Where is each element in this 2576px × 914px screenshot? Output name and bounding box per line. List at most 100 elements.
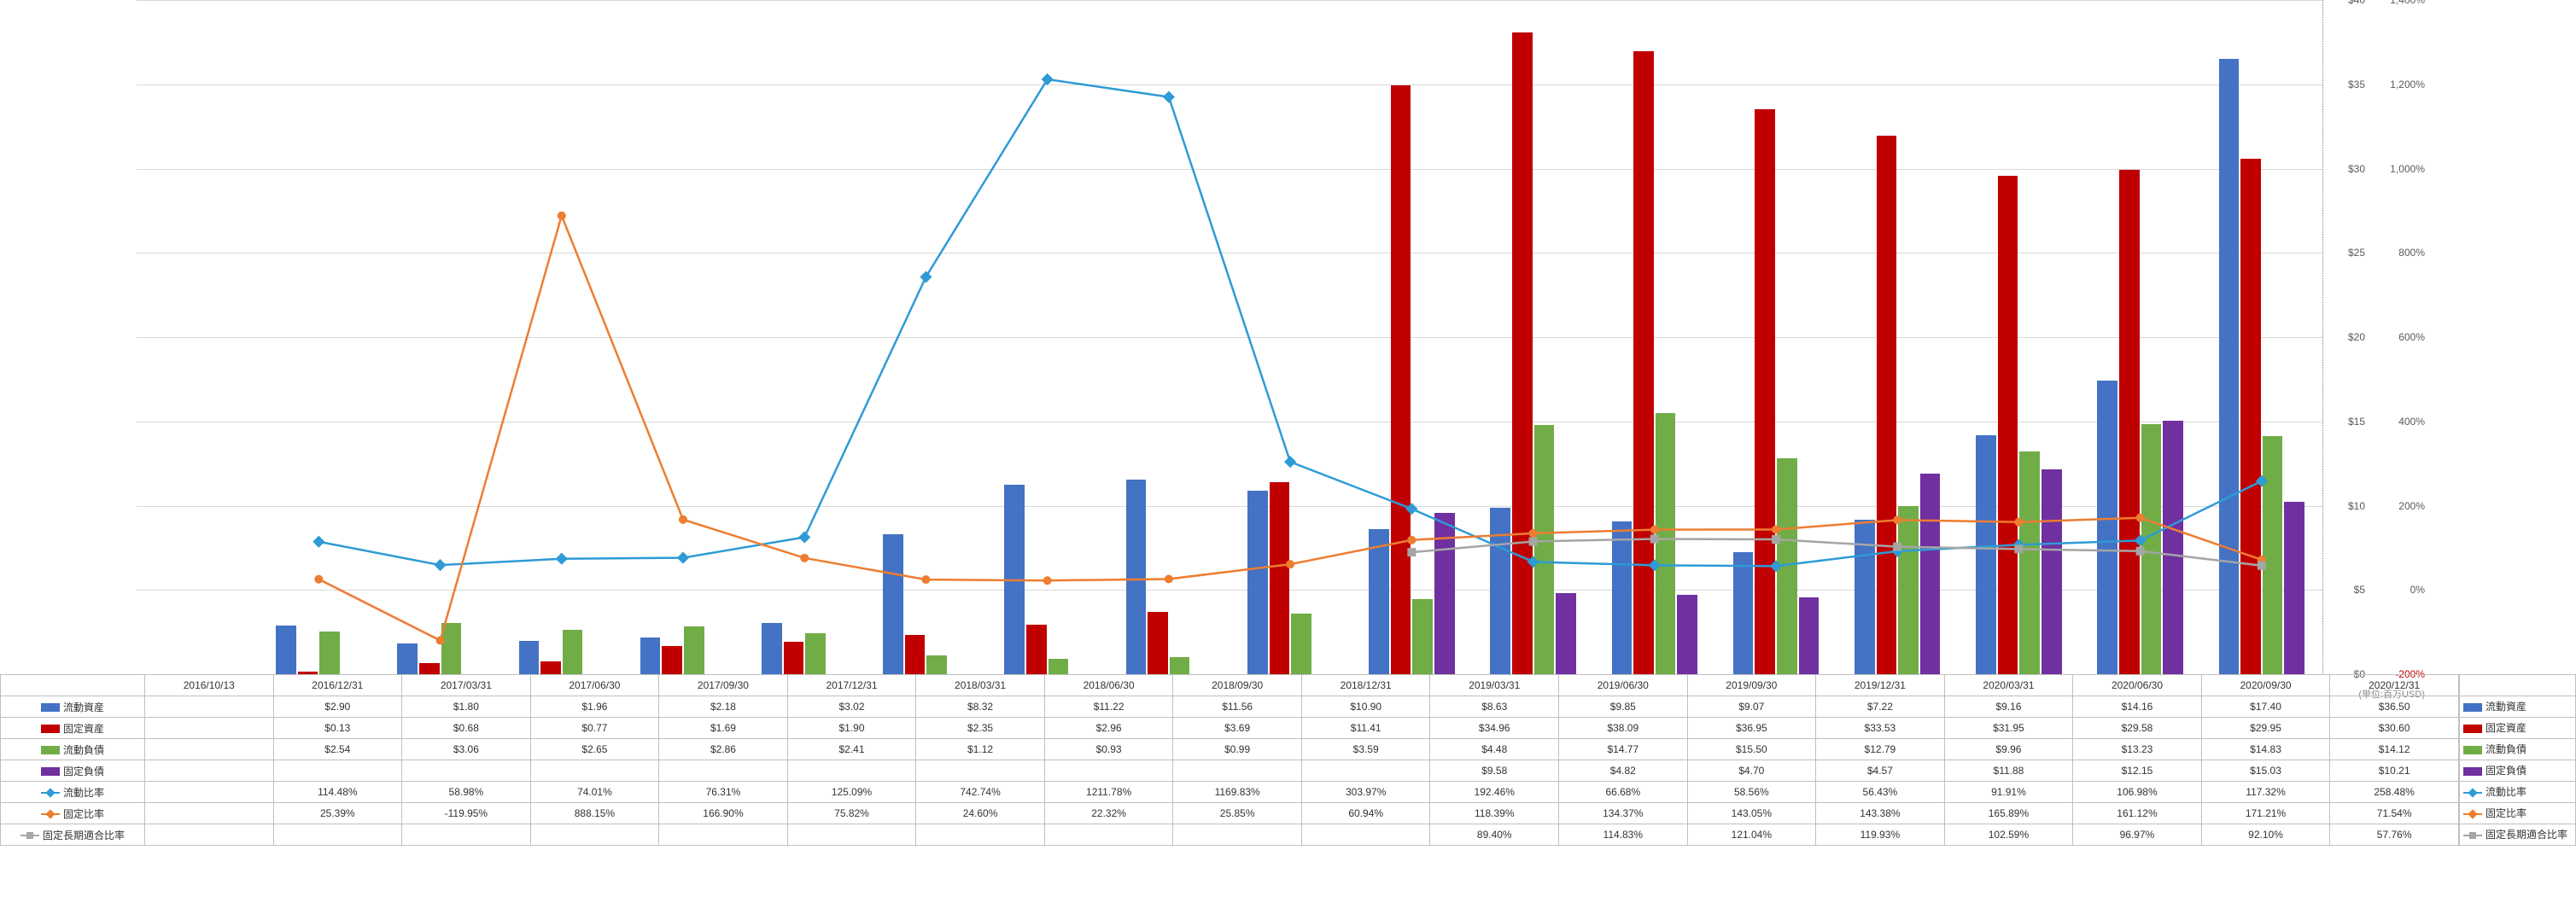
cell: $2.65 xyxy=(530,739,659,760)
cell: $2.35 xyxy=(916,718,1045,739)
bar-流動負債 xyxy=(684,626,704,674)
bar-固定資産 xyxy=(1270,482,1290,674)
cell: 192.46% xyxy=(1430,782,1559,803)
cell: $12.79 xyxy=(1816,739,1945,760)
cell: $15.50 xyxy=(1687,739,1816,760)
cell xyxy=(1301,760,1430,782)
cell: 91.91% xyxy=(1944,782,2073,803)
cell xyxy=(1044,760,1173,782)
right-legend: 流動資産固定資産流動負債固定負債流動比率固定比率固定長期適合比率 xyxy=(2459,674,2576,846)
cell: 22.32% xyxy=(1044,803,1173,824)
cell: $36.50 xyxy=(2330,696,2459,718)
cell: 119.93% xyxy=(1816,824,1945,846)
cell: 143.38% xyxy=(1816,803,1945,824)
cell: $3.59 xyxy=(1301,739,1430,760)
cell xyxy=(145,718,274,739)
bar-流動資産 xyxy=(640,637,661,674)
cell xyxy=(1173,760,1302,782)
cell xyxy=(402,824,531,846)
col-header: 2018/03/31 xyxy=(916,675,1045,696)
cell: $2.90 xyxy=(273,696,402,718)
category-slot xyxy=(501,0,622,674)
bar-流動資産 xyxy=(1126,480,1147,674)
bar-流動資産 xyxy=(1369,529,1389,674)
col-header: 2019/06/30 xyxy=(1559,675,1688,696)
legend-item: 流動資産 xyxy=(2459,696,2576,718)
cell: $14.83 xyxy=(2201,739,2330,760)
col-header: 2018/06/30 xyxy=(1044,675,1173,696)
cell: $36.95 xyxy=(1687,718,1816,739)
bar-流動負債 xyxy=(1412,599,1433,674)
cell: -119.95% xyxy=(402,803,531,824)
col-header: 2020/09/30 xyxy=(2201,675,2330,696)
cell: 106.98% xyxy=(2073,782,2202,803)
cell: 75.82% xyxy=(787,803,916,824)
cell: $2.86 xyxy=(659,739,788,760)
cell xyxy=(659,824,788,846)
cell: $10.21 xyxy=(2330,760,2459,782)
bar-流動資産 xyxy=(397,643,418,674)
cell: 58.98% xyxy=(402,782,531,803)
cell: $1.69 xyxy=(659,718,788,739)
cell: 71.54% xyxy=(2330,803,2459,824)
bar-流動資産 xyxy=(1855,520,1875,674)
bar-流動負債 xyxy=(563,630,583,674)
category-slot xyxy=(2201,0,2322,674)
bar-流動資産 xyxy=(883,534,903,674)
cell xyxy=(916,760,1045,782)
cell xyxy=(145,696,274,718)
cell: $17.40 xyxy=(2201,696,2330,718)
bar-固定資産 xyxy=(1877,136,1897,674)
cell: $3.02 xyxy=(787,696,916,718)
cell: $31.95 xyxy=(1944,718,2073,739)
legend-item: 固定長期適合比率 xyxy=(2459,824,2576,846)
bar-固定資産 xyxy=(1755,109,1775,674)
cell: $4.82 xyxy=(1559,760,1688,782)
cell: $3.69 xyxy=(1173,718,1302,739)
cell: $2.18 xyxy=(659,696,788,718)
cell: $0.93 xyxy=(1044,739,1173,760)
bar-流動資産 xyxy=(1612,521,1633,674)
legend-item: 固定資産 xyxy=(2459,718,2576,739)
bar-固定資産 xyxy=(1512,32,1533,674)
cell: $0.68 xyxy=(402,718,531,739)
cell: $8.63 xyxy=(1430,696,1559,718)
bar-流動負債 xyxy=(1534,425,1555,674)
cell: $38.09 xyxy=(1559,718,1688,739)
cell: 118.39% xyxy=(1430,803,1559,824)
cell: $4.57 xyxy=(1816,760,1945,782)
bar-固定資産 xyxy=(1998,176,2018,674)
bar-流動資産 xyxy=(1733,552,1754,674)
col-header: 2017/12/31 xyxy=(787,675,916,696)
cell: $0.99 xyxy=(1173,739,1302,760)
category-slot xyxy=(137,0,258,674)
category-slot xyxy=(1837,0,1958,674)
cell: $34.96 xyxy=(1430,718,1559,739)
category-slot xyxy=(1230,0,1351,674)
chart-plot-area: $0$5$10$15$20$25$30$35$40-200%0%200%400%… xyxy=(137,0,2323,675)
cell: $0.13 xyxy=(273,718,402,739)
bar-固定負債 xyxy=(2042,469,2062,674)
cell: 56.43% xyxy=(1816,782,1945,803)
legend-item: 流動比率 xyxy=(2459,782,2576,803)
bar-固定資産 xyxy=(1633,51,1654,674)
category-slot xyxy=(1594,0,1715,674)
cell xyxy=(273,824,402,846)
bar-流動資産 xyxy=(1976,435,1996,674)
bar-流動資産 xyxy=(762,623,782,674)
col-header: 2016/12/31 xyxy=(273,675,402,696)
cell: $7.22 xyxy=(1816,696,1945,718)
bar-固定資産 xyxy=(1148,612,1168,674)
cell: $1.90 xyxy=(787,718,916,739)
col-header: 2017/03/31 xyxy=(402,675,531,696)
cell: 66.68% xyxy=(1559,782,1688,803)
cell: $9.07 xyxy=(1687,696,1816,718)
bar-固定資産 xyxy=(2119,170,2140,675)
bar-流動負債 xyxy=(926,655,947,674)
cell xyxy=(659,760,788,782)
cell: 60.94% xyxy=(1301,803,1430,824)
cell: $1.80 xyxy=(402,696,531,718)
bar-固定資産 xyxy=(540,661,561,674)
cell: $29.95 xyxy=(2201,718,2330,739)
bar-流動資産 xyxy=(1247,491,1268,674)
